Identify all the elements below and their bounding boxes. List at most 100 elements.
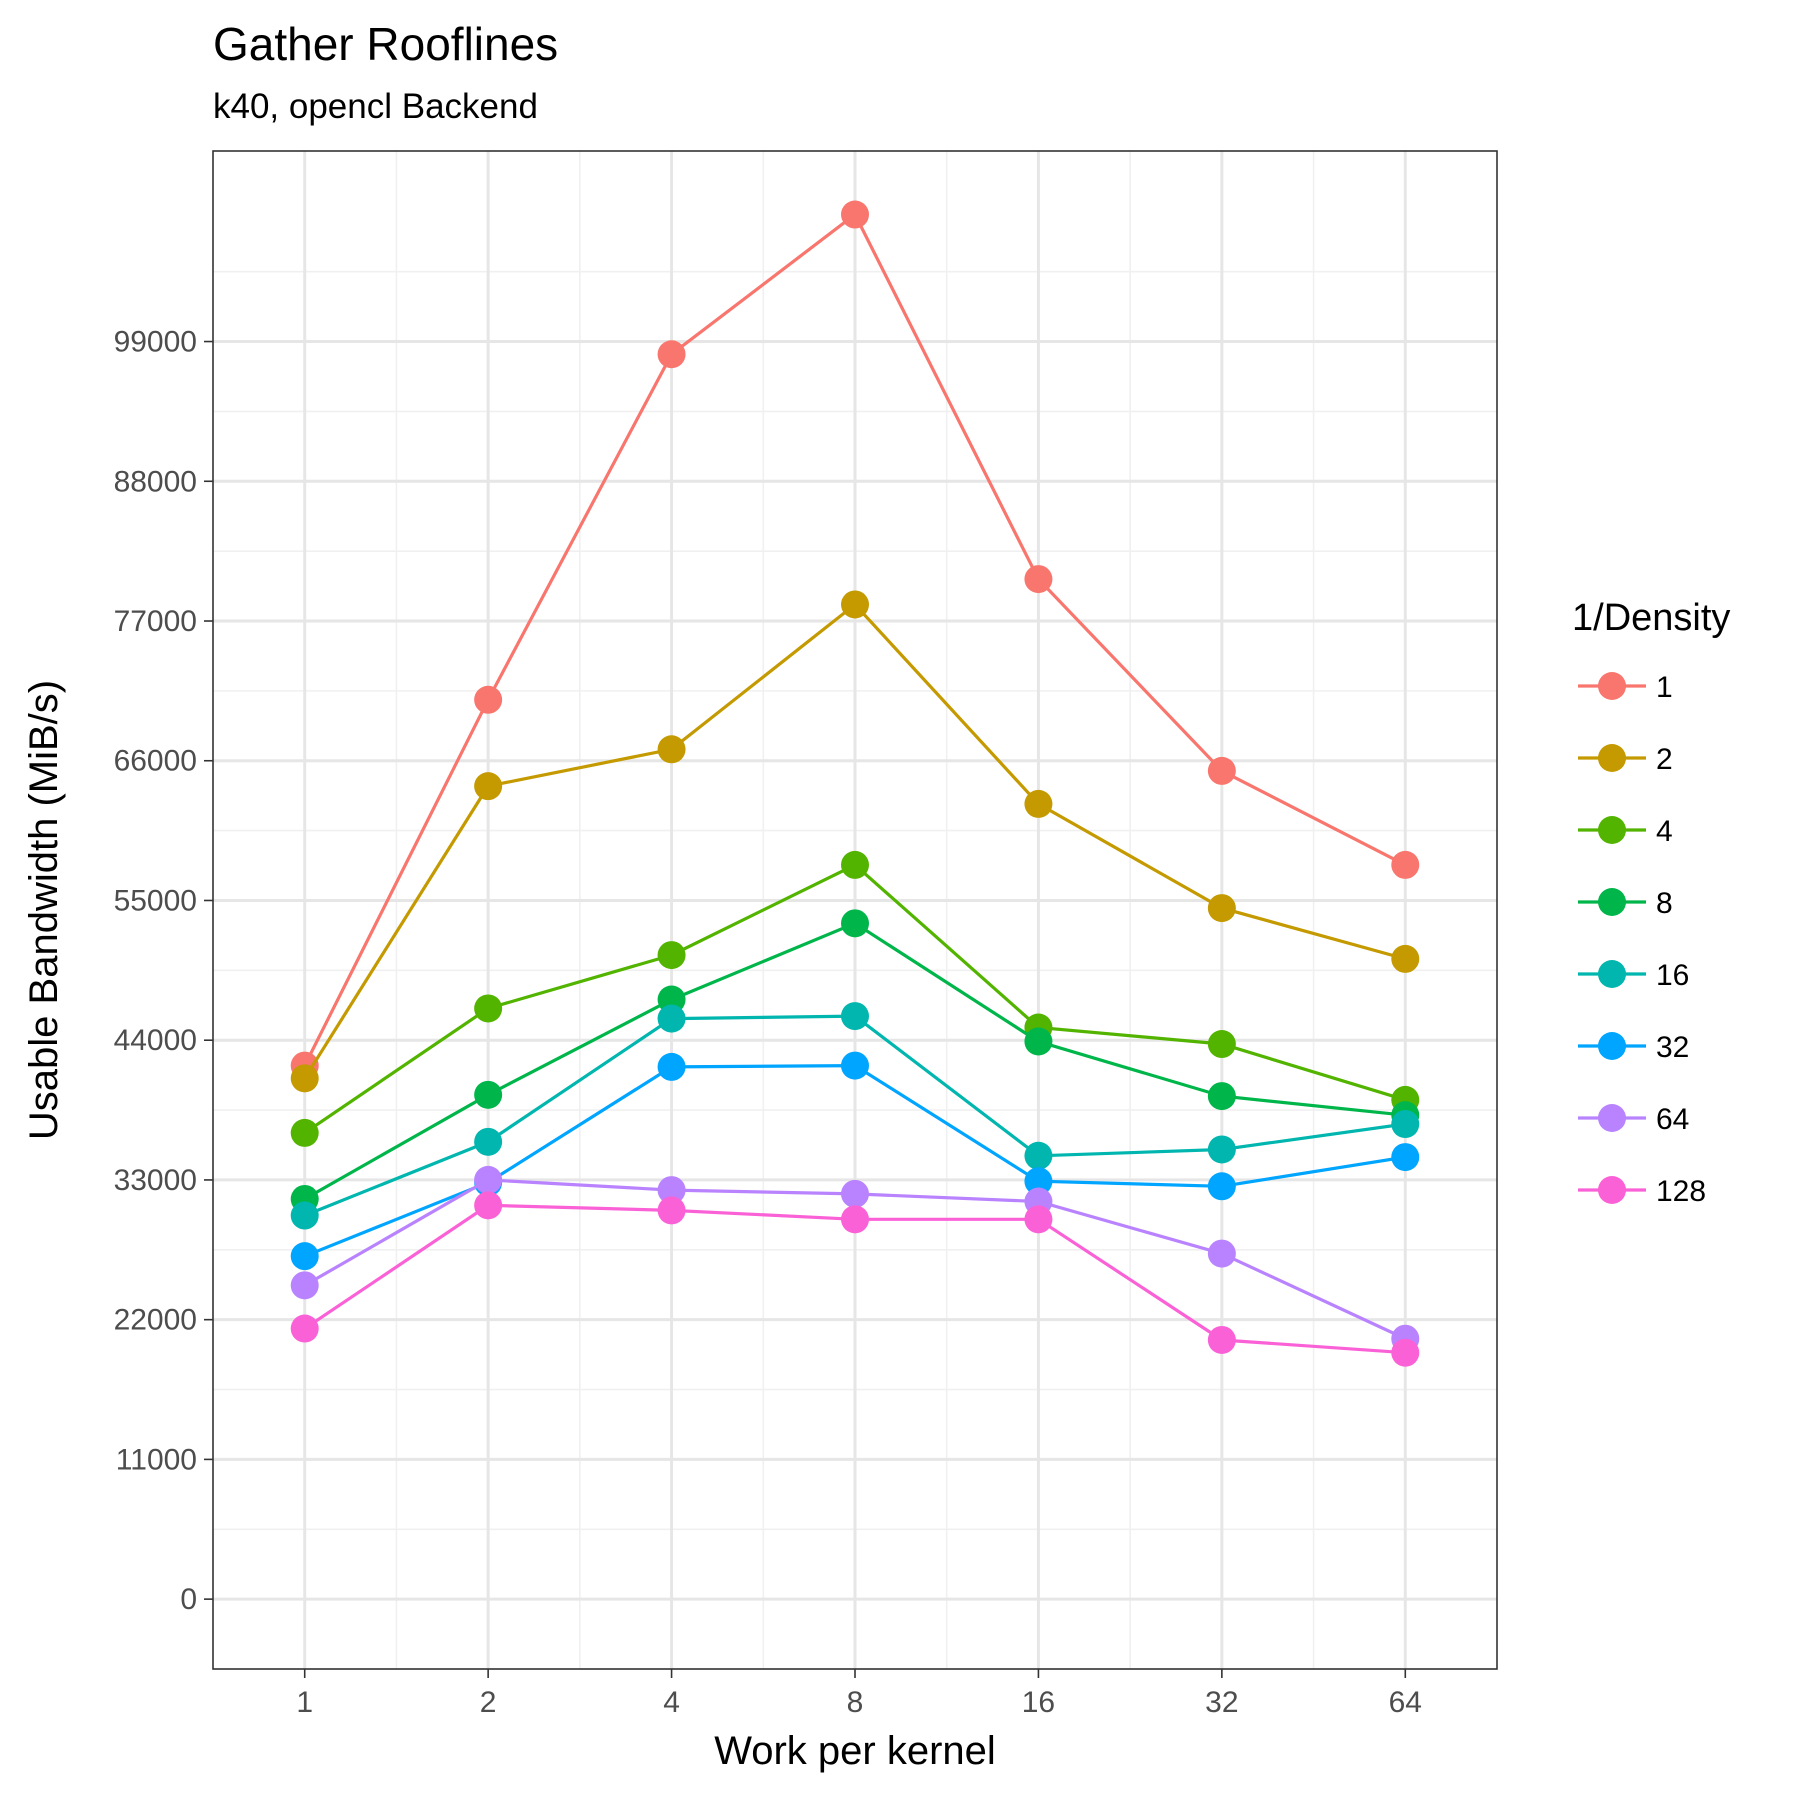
x-tick-label: 32 (1205, 1686, 1238, 1719)
data-point (474, 994, 503, 1023)
legend-label: 2 (1656, 743, 1673, 776)
data-point (657, 941, 686, 970)
legend-label: 128 (1656, 1175, 1706, 1208)
data-point (1207, 756, 1236, 785)
data-point (841, 590, 869, 619)
data-point (841, 1205, 869, 1234)
x-tick-label: 16 (1022, 1686, 1055, 1719)
data-point (474, 1191, 503, 1220)
legend-item-2: 2 (1578, 743, 1673, 776)
y-tick-label: 22000 (114, 1304, 197, 1337)
data-point (474, 1080, 503, 1109)
y-tick-label: 55000 (114, 884, 197, 917)
legend-item-4: 4 (1578, 815, 1673, 848)
data-point (1207, 1239, 1236, 1268)
data-point (1207, 894, 1236, 923)
legend-item-1: 1 (1578, 671, 1673, 704)
y-axis-title: Usable Bandwidth (MiB/s) (22, 680, 66, 1140)
data-point (657, 1052, 686, 1081)
data-point (1207, 1135, 1236, 1164)
data-point (290, 1242, 319, 1271)
legend-label: 1 (1656, 671, 1673, 704)
y-tick-label: 0 (180, 1583, 197, 1616)
legend-label: 32 (1656, 1031, 1689, 1064)
legend-key-point (1598, 960, 1626, 988)
x-tick-label: 64 (1389, 1686, 1422, 1719)
data-point (841, 850, 869, 879)
data-point (474, 1165, 503, 1194)
chart-title: Gather Rooflines (213, 18, 558, 70)
data-point (1391, 944, 1420, 973)
x-axis-title: Work per kernel (714, 1729, 996, 1773)
x-tick-label: 1 (296, 1686, 313, 1719)
data-point (1024, 1205, 1053, 1234)
series-2 (290, 590, 1420, 1093)
data-point (290, 1201, 319, 1230)
data-point (657, 1004, 686, 1033)
data-point (657, 1196, 686, 1225)
data-point (1024, 1167, 1053, 1196)
data-point (1391, 1143, 1420, 1172)
legend-label: 64 (1656, 1103, 1689, 1136)
axes: 0 11000 22000 33000 44000 55000 66000 77000 8800… (114, 326, 1422, 1719)
data-point (290, 1314, 319, 1343)
legend-key-point (1598, 744, 1626, 772)
data-point (1207, 1082, 1236, 1111)
chart-subtitle: k40, opencl Backend (213, 87, 538, 126)
x-tick-label: 2 (480, 1686, 497, 1719)
legend-label: 4 (1656, 815, 1673, 848)
data-point (1024, 1141, 1053, 1170)
legend-item-16: 16 (1578, 959, 1689, 992)
legend-item-32: 32 (1578, 1031, 1689, 1064)
legend-title: 1/Density (1572, 597, 1730, 639)
legend-key-point (1598, 672, 1626, 700)
data-point (1391, 850, 1420, 879)
y-tick-label: 66000 (114, 745, 197, 778)
series-128 (290, 1191, 1420, 1367)
data-point (1024, 565, 1053, 594)
series-16 (290, 1002, 1420, 1230)
data-point (290, 1118, 319, 1147)
legend-label: 8 (1656, 887, 1673, 920)
data-point (1391, 1338, 1420, 1367)
data-point (290, 1271, 319, 1300)
data-point (1207, 1172, 1236, 1201)
data-point (1207, 1030, 1236, 1059)
legend-key-point (1598, 816, 1626, 844)
legend-key-point (1598, 1176, 1626, 1204)
y-tick-label: 33000 (114, 1164, 197, 1197)
y-tick-label: 44000 (114, 1024, 197, 1057)
data-point (657, 1176, 686, 1205)
legend-key-point (1598, 888, 1626, 916)
legend-key-point (1598, 1104, 1626, 1132)
legend-key-point (1598, 1032, 1626, 1060)
data-point (657, 735, 686, 764)
legend-item-64: 64 (1578, 1103, 1689, 1136)
y-tick-label: 77000 (114, 605, 197, 638)
data-point (841, 1179, 869, 1208)
legend-item-128: 128 (1578, 1175, 1706, 1208)
data-point (474, 1127, 503, 1156)
legend-item-8: 8 (1578, 887, 1673, 920)
data-point (290, 1064, 319, 1093)
series-group (290, 200, 1420, 1367)
x-tick-label: 8 (847, 1686, 864, 1719)
data-point (474, 685, 503, 714)
data-point (841, 1051, 869, 1080)
data-point (474, 772, 503, 801)
data-point (1391, 1110, 1420, 1139)
data-point (1207, 1325, 1236, 1354)
y-tick-label: 11000 (116, 1443, 197, 1476)
data-point (841, 909, 869, 938)
legend-label: 16 (1656, 959, 1689, 992)
data-point (1024, 789, 1053, 818)
data-point (841, 1002, 869, 1031)
x-tick-label: 4 (663, 1686, 680, 1719)
data-point (1024, 1027, 1053, 1056)
y-tick-label: 88000 (114, 465, 197, 498)
data-point (657, 340, 686, 369)
data-point (841, 200, 869, 229)
y-tick-label: 99000 (114, 326, 197, 359)
legend: 1/Density 1 2 4 8 16 32 64 128 (1572, 597, 1730, 1208)
